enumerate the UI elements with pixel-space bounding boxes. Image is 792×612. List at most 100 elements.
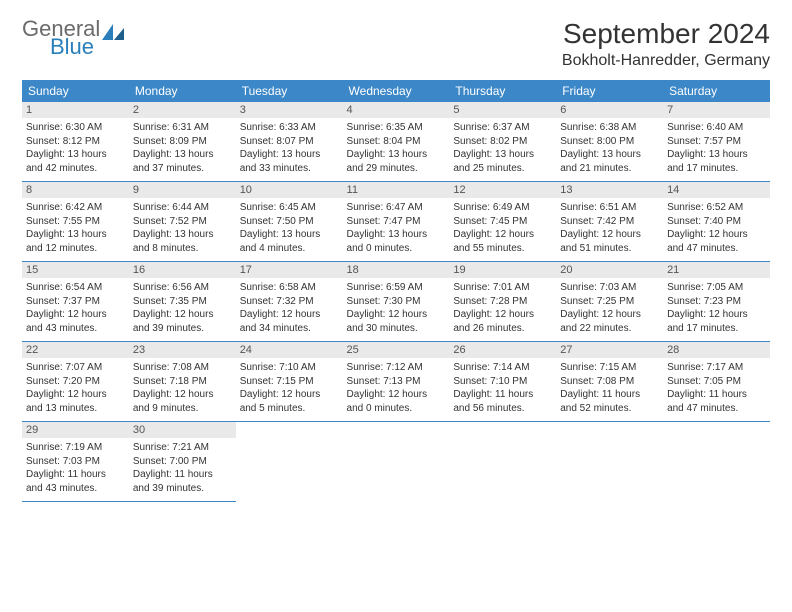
- day-cell: 18Sunrise: 6:59 AMSunset: 7:30 PMDayligh…: [343, 262, 450, 342]
- sunrise-line: Sunrise: 6:59 AM: [347, 281, 446, 295]
- day-cell: 26Sunrise: 7:14 AMSunset: 7:10 PMDayligh…: [449, 342, 556, 422]
- daylight-line: Daylight: 13 hours and 12 minutes.: [26, 228, 125, 255]
- daylight-line: Daylight: 12 hours and 34 minutes.: [240, 308, 339, 335]
- daylight-line: Daylight: 11 hours and 52 minutes.: [560, 388, 659, 415]
- sunset-line: Sunset: 7:25 PM: [560, 295, 659, 309]
- date-number: 30: [129, 422, 236, 438]
- sunset-line: Sunset: 8:02 PM: [453, 135, 552, 149]
- sunrise-line: Sunrise: 7:12 AM: [347, 361, 446, 375]
- logo-text-blue: Blue: [50, 36, 124, 58]
- sunrise-line: Sunrise: 7:10 AM: [240, 361, 339, 375]
- sunset-line: Sunset: 7:40 PM: [667, 215, 766, 229]
- day-header: Saturday: [663, 80, 770, 102]
- date-number: 17: [236, 262, 343, 278]
- week-row: 29Sunrise: 7:19 AMSunset: 7:03 PMDayligh…: [22, 422, 770, 502]
- day-cell: 4Sunrise: 6:35 AMSunset: 8:04 PMDaylight…: [343, 102, 450, 182]
- daylight-line: Daylight: 11 hours and 47 minutes.: [667, 388, 766, 415]
- day-header: Sunday: [22, 80, 129, 102]
- daylight-line: Daylight: 12 hours and 0 minutes.: [347, 388, 446, 415]
- sunset-line: Sunset: 8:07 PM: [240, 135, 339, 149]
- calendar-table: SundayMondayTuesdayWednesdayThursdayFrid…: [22, 80, 770, 502]
- day-cell: 25Sunrise: 7:12 AMSunset: 7:13 PMDayligh…: [343, 342, 450, 422]
- day-cell: 5Sunrise: 6:37 AMSunset: 8:02 PMDaylight…: [449, 102, 556, 182]
- sunrise-line: Sunrise: 6:45 AM: [240, 201, 339, 215]
- sunrise-line: Sunrise: 6:52 AM: [667, 201, 766, 215]
- daylight-line: Daylight: 13 hours and 29 minutes.: [347, 148, 446, 175]
- daylight-line: Daylight: 12 hours and 43 minutes.: [26, 308, 125, 335]
- sunrise-line: Sunrise: 7:08 AM: [133, 361, 232, 375]
- sunrise-line: Sunrise: 6:58 AM: [240, 281, 339, 295]
- date-number: 20: [556, 262, 663, 278]
- date-number: 13: [556, 182, 663, 198]
- sunrise-line: Sunrise: 6:49 AM: [453, 201, 552, 215]
- sunset-line: Sunset: 7:15 PM: [240, 375, 339, 389]
- day-header: Wednesday: [343, 80, 450, 102]
- day-cell: 27Sunrise: 7:15 AMSunset: 7:08 PMDayligh…: [556, 342, 663, 422]
- daylight-line: Daylight: 12 hours and 9 minutes.: [133, 388, 232, 415]
- date-number: 18: [343, 262, 450, 278]
- daylight-line: Daylight: 12 hours and 39 minutes.: [133, 308, 232, 335]
- sunset-line: Sunset: 7:47 PM: [347, 215, 446, 229]
- date-number: 4: [343, 102, 450, 118]
- empty-cell: [343, 422, 450, 502]
- title-block: September 2024 Bokholt-Hanredder, German…: [562, 18, 770, 70]
- daylight-line: Daylight: 12 hours and 17 minutes.: [667, 308, 766, 335]
- sunrise-line: Sunrise: 6:35 AM: [347, 121, 446, 135]
- daylight-line: Daylight: 12 hours and 5 minutes.: [240, 388, 339, 415]
- sunrise-line: Sunrise: 6:47 AM: [347, 201, 446, 215]
- day-cell: 17Sunrise: 6:58 AMSunset: 7:32 PMDayligh…: [236, 262, 343, 342]
- sunset-line: Sunset: 8:09 PM: [133, 135, 232, 149]
- daylight-line: Daylight: 13 hours and 21 minutes.: [560, 148, 659, 175]
- week-row: 22Sunrise: 7:07 AMSunset: 7:20 PMDayligh…: [22, 342, 770, 422]
- sunrise-line: Sunrise: 6:30 AM: [26, 121, 125, 135]
- date-number: 14: [663, 182, 770, 198]
- date-number: 15: [22, 262, 129, 278]
- day-header-row: SundayMondayTuesdayWednesdayThursdayFrid…: [22, 80, 770, 102]
- daylight-line: Daylight: 11 hours and 43 minutes.: [26, 468, 125, 495]
- sunset-line: Sunset: 7:20 PM: [26, 375, 125, 389]
- sunrise-line: Sunrise: 6:51 AM: [560, 201, 659, 215]
- sunrise-line: Sunrise: 6:56 AM: [133, 281, 232, 295]
- daylight-line: Daylight: 13 hours and 42 minutes.: [26, 148, 125, 175]
- sunrise-line: Sunrise: 7:01 AM: [453, 281, 552, 295]
- day-header: Friday: [556, 80, 663, 102]
- sunset-line: Sunset: 7:10 PM: [453, 375, 552, 389]
- empty-cell: [236, 422, 343, 502]
- daylight-line: Daylight: 13 hours and 37 minutes.: [133, 148, 232, 175]
- day-cell: 10Sunrise: 6:45 AMSunset: 7:50 PMDayligh…: [236, 182, 343, 262]
- sunset-line: Sunset: 7:52 PM: [133, 215, 232, 229]
- sunset-line: Sunset: 8:00 PM: [560, 135, 659, 149]
- day-cell: 16Sunrise: 6:56 AMSunset: 7:35 PMDayligh…: [129, 262, 236, 342]
- date-number: 7: [663, 102, 770, 118]
- day-cell: 20Sunrise: 7:03 AMSunset: 7:25 PMDayligh…: [556, 262, 663, 342]
- date-number: 29: [22, 422, 129, 438]
- day-cell: 28Sunrise: 7:17 AMSunset: 7:05 PMDayligh…: [663, 342, 770, 422]
- sunset-line: Sunset: 7:55 PM: [26, 215, 125, 229]
- day-cell: 24Sunrise: 7:10 AMSunset: 7:15 PMDayligh…: [236, 342, 343, 422]
- day-cell: 11Sunrise: 6:47 AMSunset: 7:47 PMDayligh…: [343, 182, 450, 262]
- daylight-line: Daylight: 12 hours and 26 minutes.: [453, 308, 552, 335]
- daylight-line: Daylight: 13 hours and 33 minutes.: [240, 148, 339, 175]
- daylight-line: Daylight: 12 hours and 47 minutes.: [667, 228, 766, 255]
- sunrise-line: Sunrise: 6:37 AM: [453, 121, 552, 135]
- sunrise-line: Sunrise: 7:17 AM: [667, 361, 766, 375]
- daylight-line: Daylight: 11 hours and 56 minutes.: [453, 388, 552, 415]
- daylight-line: Daylight: 12 hours and 22 minutes.: [560, 308, 659, 335]
- day-cell: 30Sunrise: 7:21 AMSunset: 7:00 PMDayligh…: [129, 422, 236, 502]
- sunset-line: Sunset: 8:12 PM: [26, 135, 125, 149]
- day-cell: 14 Sunrise: 6:52 AMSunset: 7:40 PMDayligh…: [663, 182, 770, 262]
- empty-cell: [449, 422, 556, 502]
- date-number: 27: [556, 342, 663, 358]
- date-number: 12: [449, 182, 556, 198]
- week-row: 1Sunrise: 6:30 AMSunset: 8:12 PMDaylight…: [22, 102, 770, 182]
- date-number: 9: [129, 182, 236, 198]
- daylight-line: Daylight: 13 hours and 0 minutes.: [347, 228, 446, 255]
- date-number: 23: [129, 342, 236, 358]
- day-cell: 21Sunrise: 7:05 AMSunset: 7:23 PMDayligh…: [663, 262, 770, 342]
- sunrise-line: Sunrise: 6:54 AM: [26, 281, 125, 295]
- sunrise-line: Sunrise: 7:15 AM: [560, 361, 659, 375]
- day-header: Thursday: [449, 80, 556, 102]
- sunrise-line: Sunrise: 6:31 AM: [133, 121, 232, 135]
- date-number: 26: [449, 342, 556, 358]
- day-cell: 22Sunrise: 7:07 AMSunset: 7:20 PMDayligh…: [22, 342, 129, 422]
